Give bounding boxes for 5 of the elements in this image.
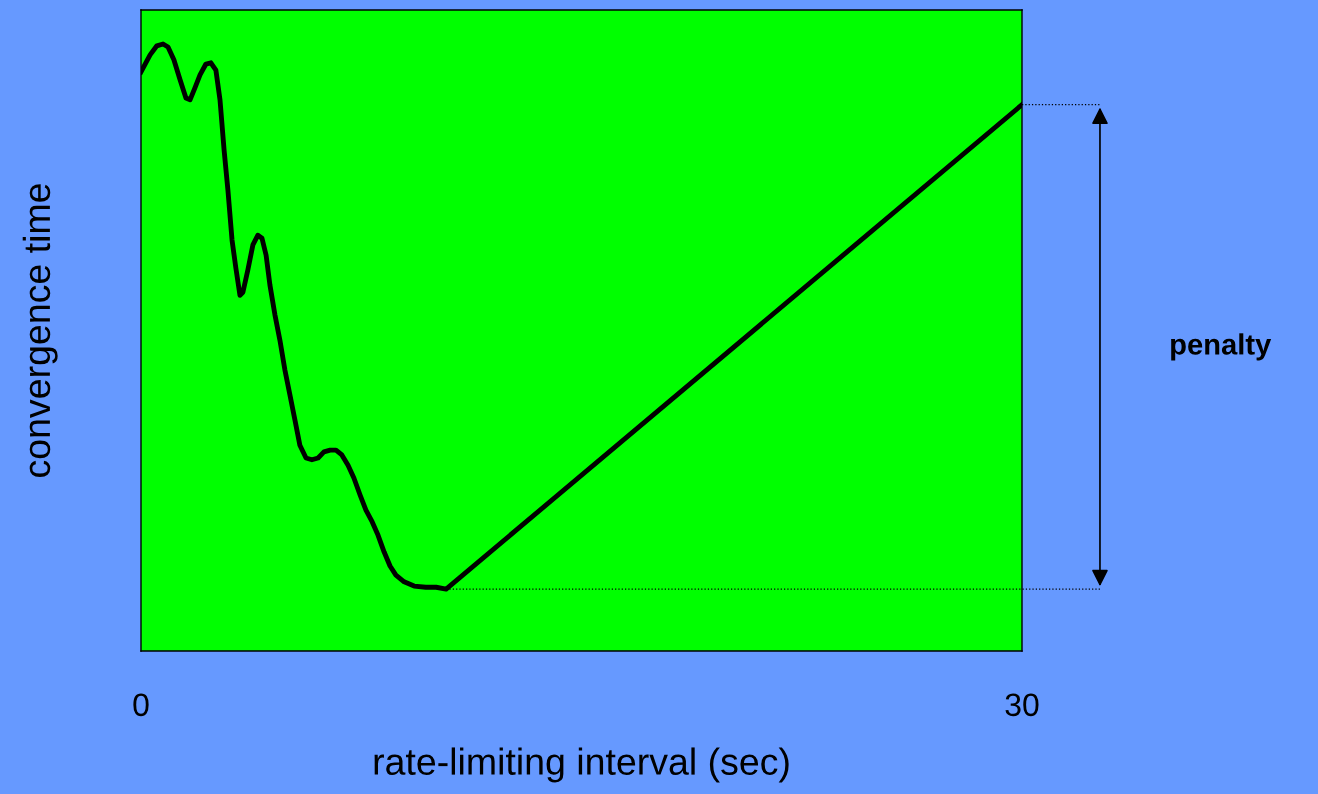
x-tick-label: 30 xyxy=(1005,693,1039,717)
x-tick-label: 0 xyxy=(133,693,149,717)
text: penalty xyxy=(1171,333,1272,361)
y-axis-title: convergence time xyxy=(22,184,58,477)
x-axis-title: rate-limiting interval (sec) xyxy=(374,747,789,783)
